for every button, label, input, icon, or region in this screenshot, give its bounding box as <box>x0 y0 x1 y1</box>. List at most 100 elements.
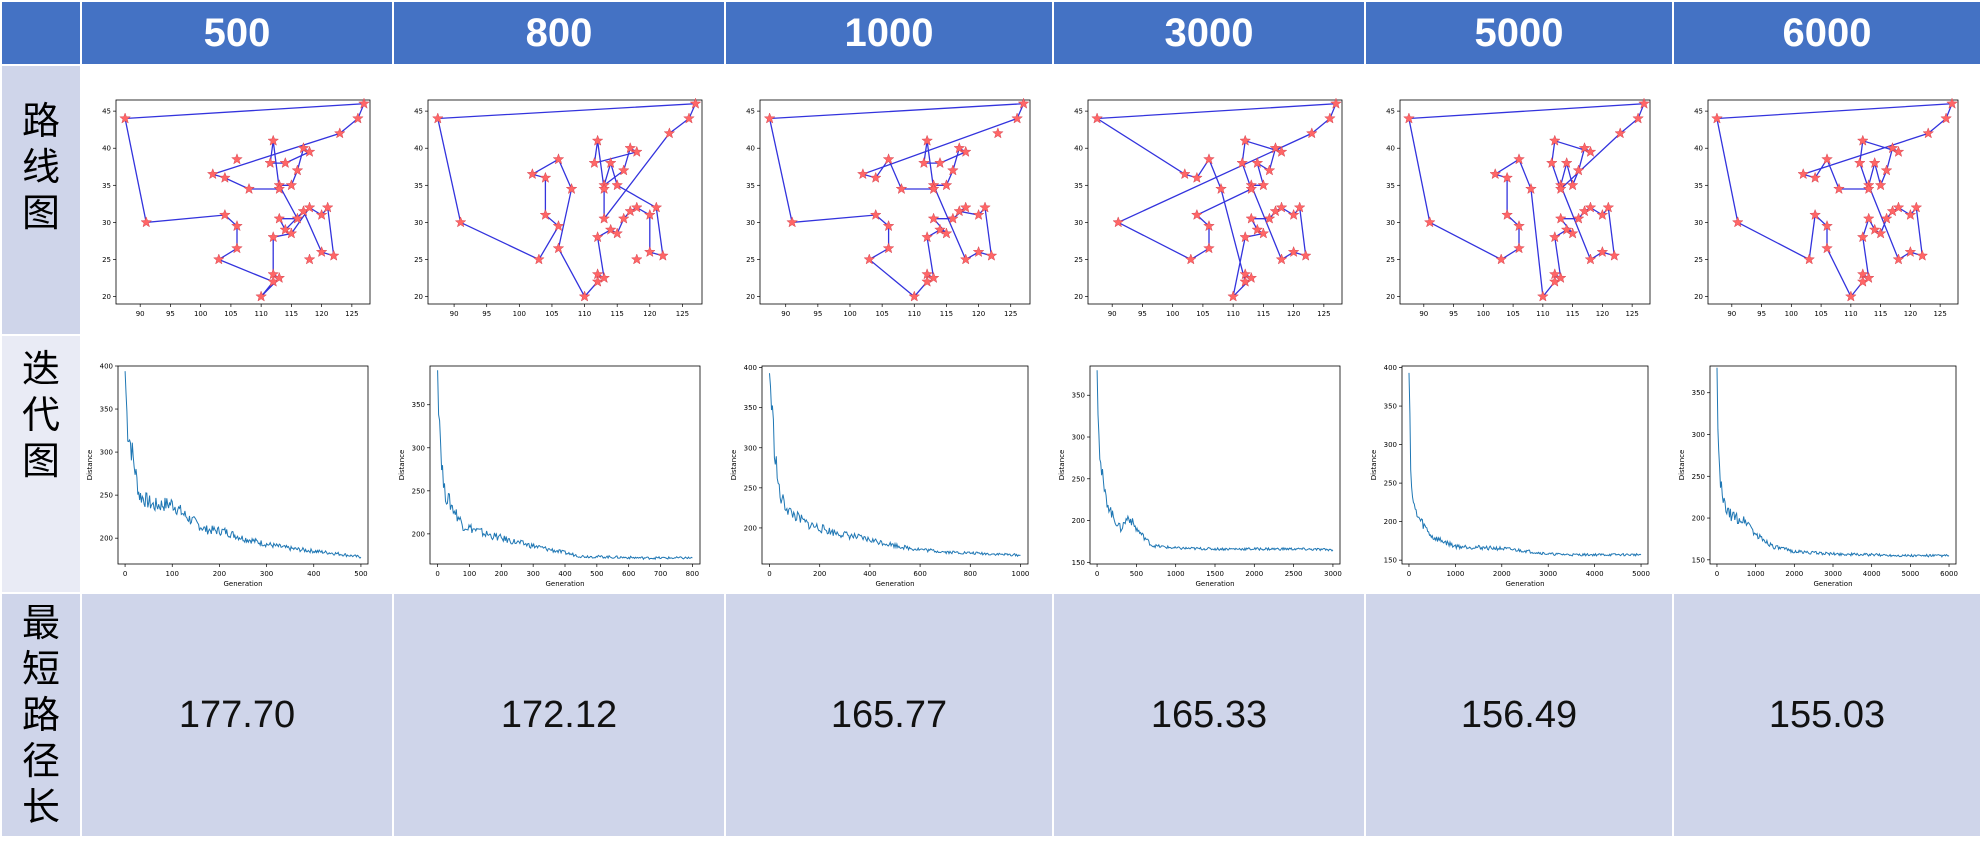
city-marker <box>1239 231 1252 243</box>
y-tick-label: 250 <box>412 487 425 495</box>
y-tick-label: 200 <box>1072 517 1085 525</box>
city-marker <box>432 112 444 124</box>
x-tick-label: 115 <box>611 310 624 318</box>
city-marker <box>1632 112 1644 124</box>
y-tick-label: 25 <box>1074 256 1083 264</box>
x-tick-label: 1000 <box>1012 570 1030 578</box>
city-marker <box>219 208 231 220</box>
city-marker <box>869 171 882 183</box>
city-marker <box>1596 246 1609 257</box>
y-tick-label: 300 <box>100 449 113 457</box>
city-marker <box>539 208 552 220</box>
x-tick-label: 300 <box>526 570 539 578</box>
city-marker <box>763 112 776 124</box>
city-marker <box>1821 242 1833 254</box>
city-marker <box>243 182 255 194</box>
city-marker <box>552 242 565 254</box>
city-marker <box>1513 220 1525 232</box>
city-marker <box>863 253 876 265</box>
iteration-cell: 0 1000 2000 3000 4000 5000 6000 150 200 250 300 350… <box>1674 336 1980 592</box>
route-chart: 90 95 100 105 110 115 120 125 20 25 30 35 40 45 <box>1074 97 1343 318</box>
city-marker <box>940 227 953 239</box>
x-tick-label: 3000 <box>1324 570 1342 578</box>
city-marker <box>526 168 539 180</box>
city-marker <box>1809 208 1821 220</box>
y-tick-label: 400 <box>100 363 113 371</box>
city-marker <box>624 142 637 154</box>
x-tick-label: 105 <box>1196 310 1209 318</box>
city-marker <box>1572 164 1585 176</box>
city-marker <box>1548 268 1561 280</box>
x-tick-label: 95 <box>482 310 491 318</box>
city-marker <box>1854 157 1866 168</box>
city-marker <box>140 216 153 228</box>
x-tick-label: 90 <box>781 310 790 318</box>
city-marker <box>454 216 467 228</box>
city-marker <box>1525 182 1537 194</box>
route-chart: 90 95 100 105 110 115 120 125 20 25 30 35 40 45 <box>1694 97 1959 318</box>
city-marker <box>285 227 298 239</box>
y-tick-label: 250 <box>1072 475 1085 483</box>
city-marker <box>267 134 280 146</box>
city-marker <box>1584 253 1597 265</box>
x-tick-label: 1000 <box>1446 570 1464 578</box>
city-marker <box>1403 112 1415 124</box>
city-marker <box>321 201 334 213</box>
city-marker <box>578 290 591 302</box>
city-marker <box>1548 134 1561 146</box>
city-marker <box>972 246 985 257</box>
iteration-chart: 0 200 400 600 800 1000 200 250 300 350 400 Generati… <box>730 364 1030 588</box>
x-tick-label: 105 <box>224 310 237 318</box>
x-tick-label: 115 <box>1257 310 1270 318</box>
city-marker <box>1275 253 1288 265</box>
city-marker <box>285 179 298 191</box>
city-marker <box>1263 212 1276 224</box>
city-marker <box>611 227 623 239</box>
x-tick-label: 3000 <box>1539 570 1557 578</box>
city-marker <box>1880 212 1893 224</box>
x-tick-label: 100 <box>194 310 207 318</box>
city-marker <box>1501 171 1513 183</box>
y-tick-label: 25 <box>102 256 111 264</box>
x-tick-label: 100 <box>843 310 856 318</box>
x-axis-label: Generation <box>223 580 262 588</box>
city-marker <box>1886 142 1899 154</box>
row-label-char: 图 <box>21 439 60 483</box>
city-marker <box>927 212 940 224</box>
city-marker <box>1596 208 1609 220</box>
row-label-char: 径 <box>21 739 60 783</box>
city-marker <box>1566 227 1579 239</box>
x-tick-label: 2500 <box>1285 570 1303 578</box>
city-marker <box>1797 168 1810 180</box>
city-marker <box>1548 231 1561 243</box>
plot-frame <box>761 365 1029 565</box>
shortest-length-800: 172.12 <box>394 594 724 836</box>
x-tick-label: 110 <box>1844 310 1857 318</box>
x-tick-label: 400 <box>558 570 571 578</box>
header-1000: 1000 <box>726 2 1052 64</box>
city-marker <box>927 182 940 194</box>
x-axis-label: Generation <box>1813 580 1852 588</box>
city-marker <box>1017 97 1030 109</box>
row-label-iteration: 迭 代 图 <box>2 336 80 592</box>
city-marker <box>972 208 985 220</box>
city-marker <box>1904 246 1917 257</box>
city-marker <box>959 201 972 213</box>
city-marker <box>689 97 702 109</box>
x-tick-label: 400 <box>307 570 320 578</box>
city-marker <box>297 142 310 154</box>
x-tick-label: 120 <box>315 310 328 318</box>
city-marker <box>291 164 304 176</box>
x-tick-label: 400 <box>863 570 876 578</box>
header-6000: 6000 <box>1674 2 1980 64</box>
y-tick-label: 350 <box>744 404 757 412</box>
city-marker <box>959 253 972 265</box>
route-cell: 90 95 100 105 110 115 120 125 20 25 30 35 40 45 <box>726 66 1052 334</box>
x-tick-label: 125 <box>1625 310 1638 318</box>
city-marker <box>683 112 695 124</box>
x-axis-label: Generation <box>1195 580 1234 588</box>
city-marker <box>231 220 243 232</box>
city-marker <box>552 153 565 165</box>
y-tick-label: 25 <box>1386 256 1395 264</box>
y-tick-label: 20 <box>1694 293 1703 301</box>
